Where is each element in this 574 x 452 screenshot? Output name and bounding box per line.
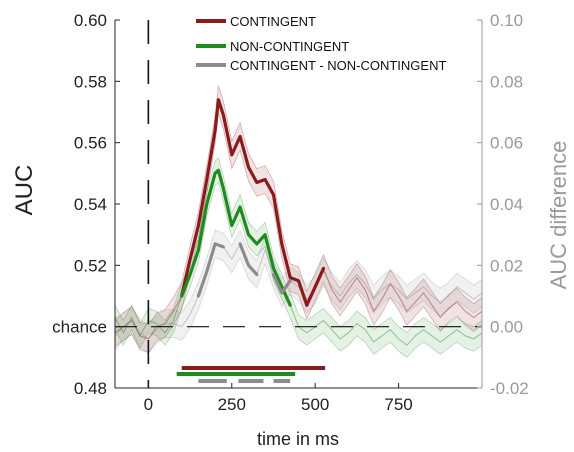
right-y-tick-label: -0.02: [490, 379, 529, 398]
legend-label-non-contingent: NON-CONTINGENT: [230, 39, 349, 54]
y-axis-label: AUC: [11, 165, 38, 216]
right-y-tick-label: 0.08: [490, 72, 523, 91]
significance-bars: [176, 366, 326, 383]
legend: CONTINGENT NON-CONTINGENT CONTINGENT - N…: [196, 14, 446, 73]
left-y-ticks: 0.48 chance 0.52 0.54 0.56 0.58 0.60: [52, 11, 120, 398]
left-y-tick-label: chance: [52, 318, 107, 337]
left-y-tick-label: 0.48: [74, 379, 107, 398]
right-y-tick-label: 0.04: [490, 195, 523, 214]
x-tick-label: 250: [218, 395, 246, 414]
x-tick-label: 750: [384, 395, 412, 414]
non-contingent-line: [114, 169, 483, 346]
right-y-tick-label: 0.10: [490, 11, 523, 30]
non-contingent-significant-segment: [180, 168, 292, 307]
right-y-tick-label: 0.02: [490, 256, 523, 275]
left-y-tick-label: 0.58: [74, 72, 107, 91]
contingent-non-contingent-significant-segment: [238, 242, 259, 277]
significant-lines: [180, 98, 326, 307]
right-y-ticks: -0.02 0.00 0.02 0.04 0.06 0.08 0.10: [477, 11, 529, 398]
right-y-tick-label: 0.06: [490, 134, 523, 153]
secondary-y-axis-label: AUC difference: [546, 141, 571, 290]
contingent-non-contingent-line: [114, 242, 483, 340]
x-ticks: 0 250 500 750: [144, 383, 413, 414]
left-y-tick-label: 0.54: [74, 195, 107, 214]
right-y-tick-label: 0.00: [490, 318, 523, 337]
contingent-significant-segment: [180, 98, 326, 307]
left-y-tick-label: 0.56: [74, 134, 107, 153]
x-axis-label: time in ms: [257, 429, 339, 449]
left-y-tick-label: 0.52: [74, 256, 107, 275]
legend-label-difference: CONTINGENT - NON-CONTINGENT: [230, 58, 446, 73]
x-tick-label: 500: [301, 395, 329, 414]
x-tick-label: 0: [144, 395, 153, 414]
contingent-non-contingent-significant-segment: [196, 242, 225, 298]
contingent-non-contingent-significant-segment: [271, 272, 292, 295]
left-y-tick-label: 0.60: [74, 11, 107, 30]
legend-label-contingent: CONTINGENT: [230, 14, 316, 29]
